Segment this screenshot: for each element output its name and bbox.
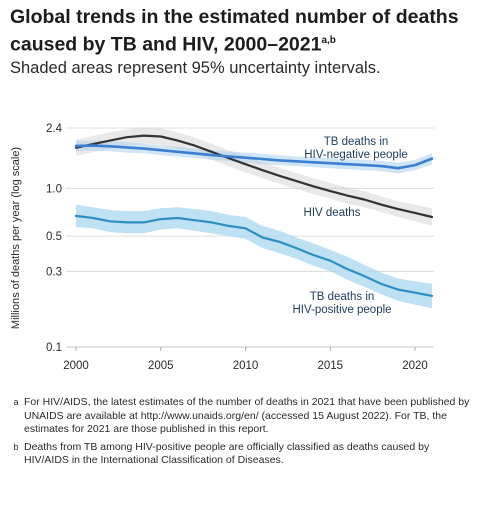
x-axis-ticks: 2000 2005 2010 2015 2020	[63, 347, 428, 372]
series-line	[74, 214, 434, 297]
uncertainty-band	[76, 204, 432, 309]
x-tick-label: 2015	[317, 360, 343, 372]
chart-title: Global trends in the estimated number of…	[10, 6, 470, 57]
footnote-b: b Deaths from TB among HIV-positive peop…	[8, 441, 470, 468]
footnote-mark: a	[13, 397, 19, 407]
footnote-text: Deaths from TB among HIV-positive people…	[24, 440, 430, 467]
y-tick-label: 0.3	[46, 266, 62, 278]
footnote-mark: b	[13, 441, 19, 452]
y-tick-label: 1.0	[46, 183, 62, 195]
footnote-text: For HIV/AIDS, the latest estimates of th…	[24, 396, 470, 436]
title-footnote-marks: a,b	[321, 35, 336, 46]
series-line	[74, 144, 434, 170]
gridlines	[66, 127, 434, 348]
series-annotation: HIV deaths	[304, 207, 361, 219]
series-annotation: HIV-positive people	[292, 304, 391, 316]
x-tick-label: 2020	[402, 360, 428, 372]
series-line	[74, 134, 434, 219]
y-tick-label: 2.4	[46, 123, 63, 135]
chart-subtitle: Shaded areas represent 95% uncertainty i…	[10, 59, 381, 77]
chart-area: 0.1 0.3 0.5 1.0 2.4 2000 2005 2010 2015 2020 TB …	[10, 123, 434, 372]
footnotes: a For HIV/AIDS, the latest estimates of …	[8, 396, 470, 472]
series-annotation: TB deaths in	[324, 136, 389, 148]
y-axis-ticks: 0.1 0.3 0.5 1.0 2.4	[46, 123, 63, 354]
y-axis-label: Millions of deaths per year (log scale)	[10, 147, 22, 329]
x-tick-label: 2010	[233, 360, 259, 372]
x-tick-label: 2005	[148, 360, 174, 372]
x-tick-label: 2000	[63, 360, 89, 372]
footnote-a: a For HIV/AIDS, the latest estimates of …	[8, 396, 470, 437]
series-lines	[74, 134, 434, 297]
series-annotation: TB deaths in	[310, 291, 375, 303]
uncertainty-band	[76, 127, 432, 226]
y-tick-label: 0.1	[46, 342, 62, 354]
series-annotation: HIV-negative people	[304, 149, 408, 161]
chart-title-text: Global trends in the estimated number of…	[10, 6, 459, 56]
y-tick-label: 0.5	[46, 231, 62, 243]
